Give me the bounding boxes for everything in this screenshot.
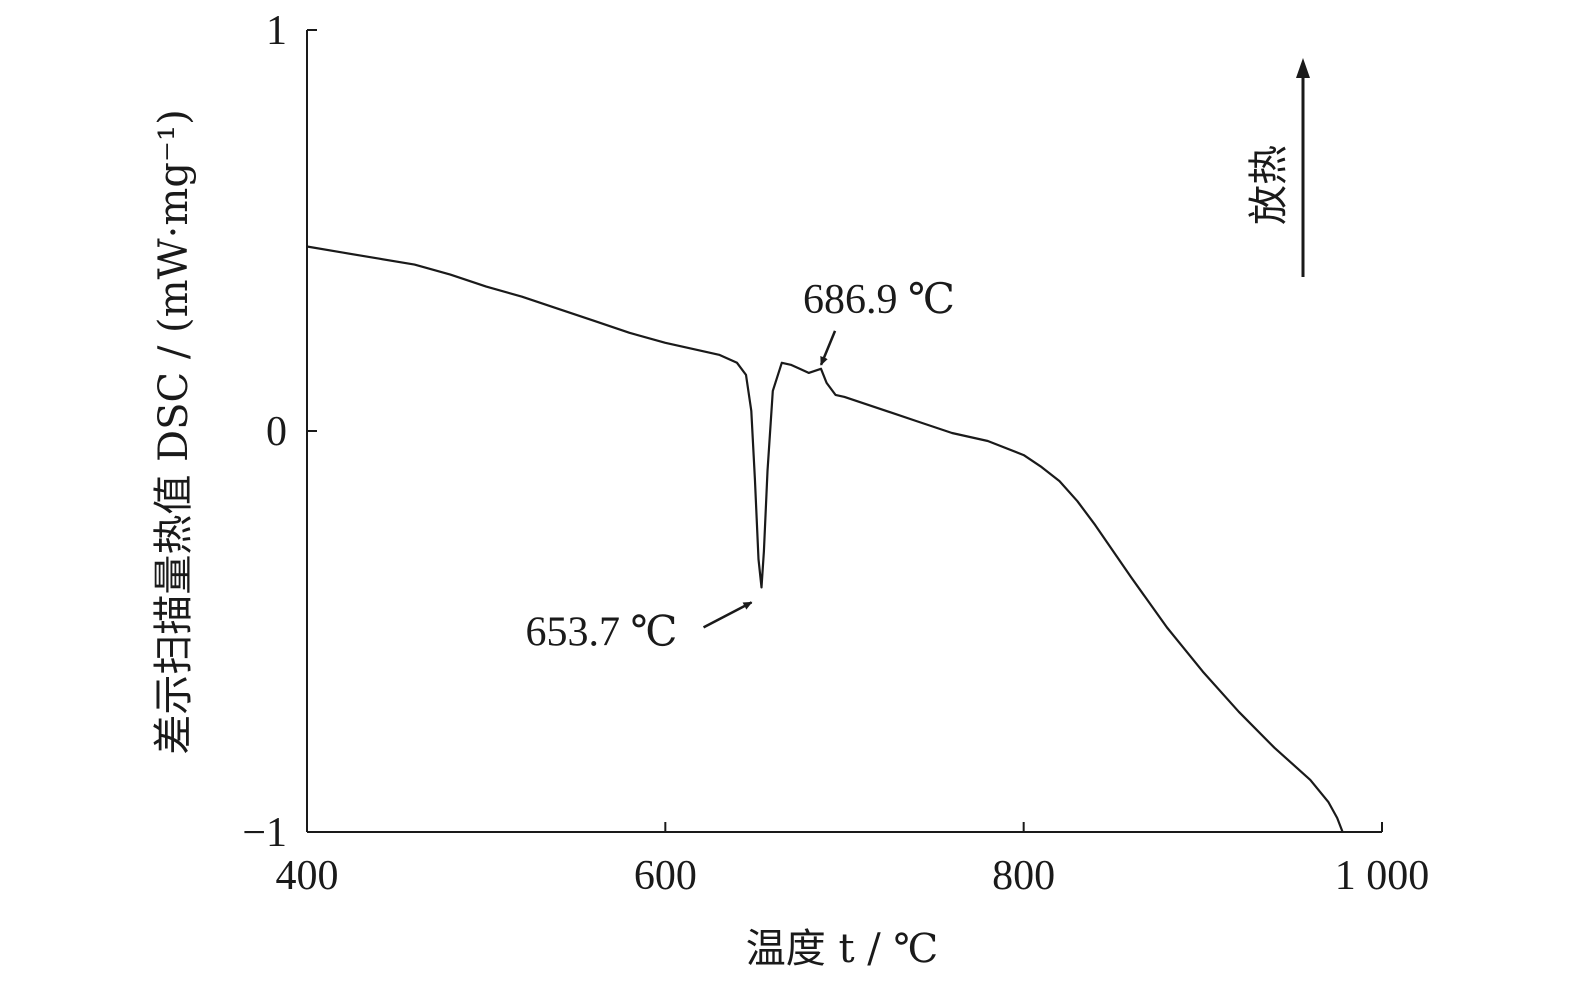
annotations: 686.9 ℃ 653.7 ℃: [526, 277, 955, 656]
dsc-series-line: [306, 245, 1344, 833]
x-tick-label: 1 000: [1335, 853, 1430, 899]
x-ticks: 400 600 800 1 000: [276, 822, 1430, 899]
y-tick-label: 0: [266, 409, 287, 455]
y-tick-label: −1: [242, 810, 287, 856]
exothermic-label: 放热: [1246, 145, 1292, 225]
y-ticks: −1 0 1: [242, 8, 317, 856]
annotation-trough-653: 653.7 ℃: [526, 609, 678, 655]
annotation-arrow-icon: [819, 330, 837, 366]
exothermic-arrowhead-icon: [1296, 58, 1310, 78]
x-tick-label: 400: [276, 853, 339, 899]
x-tick-label: 600: [634, 853, 697, 899]
x-tick-label: 800: [992, 853, 1055, 899]
y-axis-title: 差示扫描量热值 DSC / (mW·mg⁻¹): [151, 109, 197, 754]
y-tick-label: 1: [266, 8, 287, 54]
x-axis-title: 温度 t / ℃: [746, 926, 938, 972]
exothermic-indicator: 放热: [1246, 58, 1310, 277]
annotation-peak-686: 686.9 ℃: [803, 277, 955, 323]
annotation-arrow-icon: [702, 601, 753, 629]
